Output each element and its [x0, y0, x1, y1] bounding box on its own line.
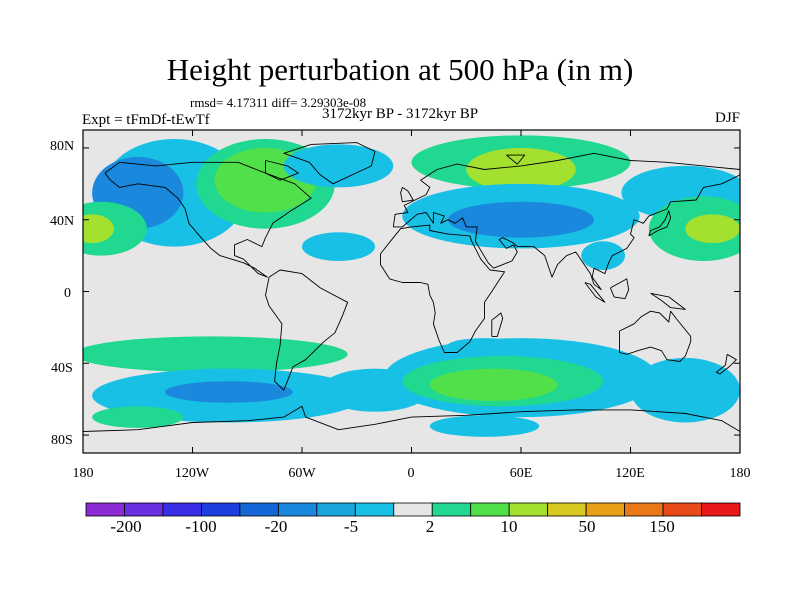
field-patch-4	[283, 144, 394, 188]
field-patch-26	[448, 338, 521, 353]
field-patch-14	[302, 232, 375, 261]
colorbar-label-m5: -5	[343, 517, 359, 536]
lon-label-60e: 60E	[509, 466, 533, 481]
coastline-madagascar	[491, 312, 504, 337]
colorbar-label-10: 10	[500, 517, 518, 536]
coastline-africa	[380, 224, 506, 353]
colorbar-swatch-10	[470, 502, 510, 517]
colorbar-swatch-5	[277, 502, 318, 517]
lon-label-60w: 60W	[288, 466, 316, 481]
coastline-greenland	[283, 142, 376, 185]
field-patch-15	[581, 241, 626, 270]
season-label: DJF	[714, 110, 740, 126]
colorbar-label-m100: -100	[185, 517, 217, 536]
coastline-antarctica	[83, 405, 740, 432]
coastline-eurasia	[392, 152, 740, 291]
coastline-north-america	[104, 161, 312, 278]
lat-label-40s: 40S	[51, 361, 73, 376]
coastline-australia	[619, 310, 692, 362]
lat-label-0: 0	[64, 286, 71, 301]
field-patch-16	[83, 336, 348, 373]
coastline-japan	[648, 210, 672, 237]
colorbar-label-m200: -200	[110, 517, 142, 536]
colorbar-swatch-13	[585, 502, 625, 517]
colorbar-label-2: 2	[425, 517, 435, 536]
colorbar-swatch-11	[508, 502, 549, 517]
field-patch-23	[429, 368, 558, 401]
field-patch-18	[165, 381, 293, 403]
colorbar-swatch-1	[124, 502, 164, 517]
coastline-new-guinea	[650, 292, 686, 310]
coastline-uk	[400, 186, 414, 203]
field-patch-11	[685, 214, 740, 244]
colorbar-label-150: 150	[649, 517, 675, 536]
field-patch-19	[92, 406, 184, 428]
colorbar-swatch-6	[316, 502, 356, 517]
field-patch-6	[466, 147, 576, 192]
coastline-borneo	[609, 278, 630, 300]
colorbar-swatch-14	[624, 502, 664, 517]
colorbar-label-m20: -20	[264, 517, 288, 536]
field-patch-25	[429, 415, 540, 437]
colorbar-swatch-9	[431, 502, 472, 517]
lon-label-120e: 120E	[615, 466, 645, 481]
stats-label: rmsd= 4.17311 diff= 3.29303e-08	[190, 95, 367, 110]
colorbar-swatch-0	[85, 502, 125, 517]
colorbar-swatch-8	[393, 502, 433, 517]
lat-label-80s: 80S	[51, 433, 73, 448]
colorbar-swatch-7	[354, 502, 395, 517]
field-patch-13	[83, 214, 115, 244]
coastline-new-zealand	[715, 353, 737, 375]
colorbar-swatch-2	[162, 502, 202, 517]
experiment-label: Expt = tFmDf-tEwTf	[82, 112, 210, 128]
field-patch-24	[630, 357, 740, 423]
colorbar-swatch-12	[547, 502, 587, 517]
coastline-sumatra	[584, 282, 606, 303]
lon-label-180e: 180	[729, 466, 751, 481]
field-patch-8	[448, 201, 594, 238]
coastline-south-america	[265, 269, 349, 391]
colorbar-swatch-3	[201, 502, 241, 517]
colorbar-swatch-4	[239, 502, 279, 517]
lon-label-180w: 180	[72, 466, 94, 481]
colorbar-swatch-16	[701, 502, 741, 517]
coastline-svalbard-nz	[506, 154, 526, 165]
lon-label-0: 0	[407, 466, 415, 481]
period-label: 3172kyr BP - 3172kyr BP	[322, 106, 479, 122]
colorbar-label-50: 50	[578, 517, 596, 536]
coastline-baffin	[265, 160, 299, 181]
lat-label-80n: 80N	[50, 139, 75, 154]
figure-title: Height perturbation at 500 hPa (in m)	[166, 52, 634, 87]
lat-label-40n: 40N	[50, 214, 75, 229]
colorbar-swatch-15	[662, 502, 702, 517]
lon-label-120w: 120W	[174, 466, 210, 481]
